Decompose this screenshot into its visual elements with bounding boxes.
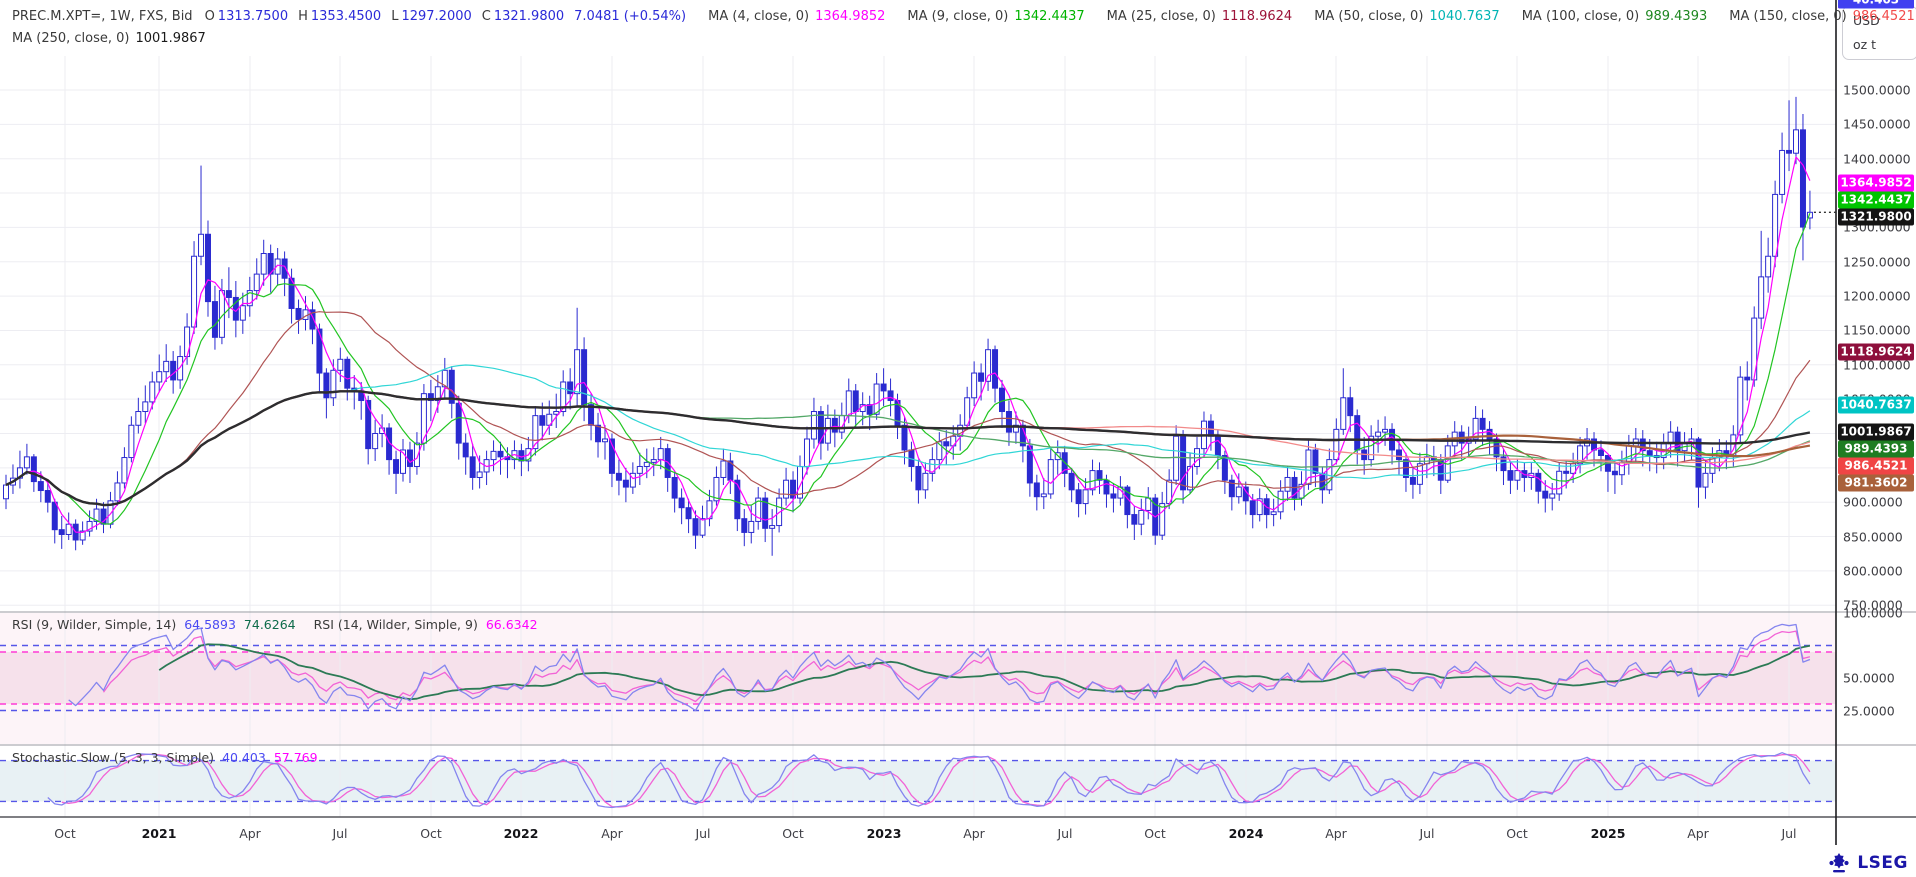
ma100-badge: 989.4393 bbox=[1838, 440, 1914, 458]
rsi-axis-tick[interactable]: 100.0000 bbox=[1843, 605, 1903, 621]
rsi-axis-tick[interactable]: 25.0000 bbox=[1843, 703, 1895, 718]
high-value: 1353.4500 bbox=[310, 9, 382, 24]
unit-label: oz t bbox=[1853, 37, 1877, 52]
ma25-badge: 1118.9624 bbox=[1838, 343, 1914, 361]
stoch-k-badge: 40.403 bbox=[1838, 0, 1914, 9]
ma9-value: 1342.4437 bbox=[1014, 9, 1085, 24]
time-tick-label[interactable]: Oct bbox=[1144, 826, 1166, 841]
axis-unit-box: USD oz t bbox=[1842, 6, 1916, 60]
ma4-badge: 1364.9852 bbox=[1838, 174, 1914, 192]
price-axis-tick[interactable]: 900.0000 bbox=[1843, 494, 1903, 510]
time-tick-label[interactable]: 2023 bbox=[866, 826, 902, 841]
ma150-badge: 986.4521 bbox=[1838, 457, 1914, 475]
price-axis-tick[interactable]: 750.0000 bbox=[1843, 597, 1903, 613]
rsi9-signal-value: 74.6264 bbox=[243, 617, 296, 632]
ma50-value: 1040.7637 bbox=[1429, 9, 1500, 24]
lseg-crest-icon bbox=[1829, 853, 1849, 873]
stoch-d-value: 57.769 bbox=[273, 750, 318, 765]
time-tick-label[interactable]: 2025 bbox=[1590, 826, 1626, 841]
time-tick-label[interactable]: Apr bbox=[1325, 826, 1347, 841]
ma9-badge: 1342.4437 bbox=[1838, 191, 1914, 209]
text-segment: MA (100, close, 0) bbox=[1521, 9, 1640, 24]
rsi9-label: RSI (9, Wilder, Simple, 14) bbox=[12, 617, 177, 632]
text-segment: L bbox=[391, 9, 399, 24]
text-segment: H bbox=[298, 9, 308, 24]
ma4-value: 1364.9852 bbox=[815, 9, 886, 24]
price-axis-tick[interactable]: 800.0000 bbox=[1843, 563, 1903, 579]
open-value: 1313.7500 bbox=[217, 9, 289, 24]
stoch-label: Stochastic Slow (5, 3, 3, Simple) bbox=[12, 750, 215, 765]
time-tick-label[interactable]: Jul bbox=[1781, 826, 1797, 841]
time-tick-label[interactable]: Jul bbox=[1057, 826, 1073, 841]
time-tick-label[interactable]: Jul bbox=[332, 826, 348, 841]
time-tick-label[interactable]: Oct bbox=[782, 826, 804, 841]
ma250-badge: 1001.9867 bbox=[1838, 423, 1914, 441]
text-segment: O bbox=[204, 9, 215, 24]
ma250-value: 1001.9867 bbox=[135, 31, 206, 46]
time-tick-label[interactable]: Jul bbox=[695, 826, 711, 841]
time-tick-label[interactable]: 2024 bbox=[1228, 826, 1264, 841]
time-tick-label[interactable]: Oct bbox=[1506, 826, 1528, 841]
time-tick-label[interactable]: Apr bbox=[1687, 826, 1709, 841]
rsi-header: RSI (9, Wilder, Simple, 14) 64.5893 74.626… bbox=[12, 617, 538, 632]
currency-label: USD bbox=[1853, 13, 1880, 28]
close-value: 1321.9800 bbox=[493, 9, 565, 24]
text-segment: C bbox=[481, 9, 491, 24]
price-axis-tick[interactable]: 1400.0000 bbox=[1843, 151, 1911, 167]
text-segment: MA (4, close, 0) bbox=[708, 9, 810, 24]
price-axis-tick[interactable]: 1150.0000 bbox=[1843, 322, 1911, 338]
ma150-value: 986.4521 bbox=[1852, 9, 1915, 24]
rsi14-value: 66.6342 bbox=[485, 617, 538, 632]
price-axis-tick[interactable]: 850.0000 bbox=[1843, 529, 1903, 545]
rsi14-label: RSI (14, Wilder, Simple, 9) bbox=[313, 617, 478, 632]
price-axis-tick[interactable]: 1100.0000 bbox=[1843, 357, 1911, 373]
time-tick-label[interactable]: Apr bbox=[239, 826, 261, 841]
rsi-axis-tick[interactable]: 50.0000 bbox=[1843, 670, 1895, 686]
time-tick-label[interactable]: 2022 bbox=[503, 826, 539, 841]
text-segment: MA (250, close, 0) bbox=[12, 31, 130, 46]
ma25-value: 1118.9624 bbox=[1221, 9, 1293, 24]
text-segment: MA (9, close, 0) bbox=[907, 9, 1009, 24]
time-tick-label[interactable]: Jul bbox=[1419, 826, 1435, 841]
ma200-badge: 981.3602 bbox=[1838, 474, 1914, 492]
time-tick-label[interactable]: Apr bbox=[601, 826, 623, 841]
rsi9-value: 64.5893 bbox=[184, 617, 236, 632]
time-tick-label[interactable]: Apr bbox=[963, 826, 985, 841]
quote-header-line1: PREC.M.XPT=, 1W, FXS, Bid O 1313.7500 H 1353… bbox=[12, 9, 1916, 24]
price-axis-tick[interactable]: 1250.0000 bbox=[1843, 254, 1911, 270]
ma50-badge: 1040.7637 bbox=[1838, 396, 1914, 414]
stoch-header: Stochastic Slow (5, 3, 3, Simple) 40.403 5… bbox=[12, 750, 318, 765]
lseg-logo: LSEG bbox=[1827, 851, 1908, 875]
price-axis-tick[interactable]: 1500.0000 bbox=[1843, 82, 1911, 98]
time-tick-label[interactable]: Oct bbox=[420, 826, 442, 841]
instrument-label: PREC.M.XPT=, 1W, FXS, Bid bbox=[12, 9, 193, 24]
quote-header-line2: MA (250, close, 0) 1001.9867 bbox=[12, 31, 206, 46]
time-tick-label[interactable]: Oct bbox=[54, 826, 76, 841]
price-axis-tick[interactable]: 1450.0000 bbox=[1843, 116, 1911, 132]
low-value: 1297.2000 bbox=[401, 9, 472, 24]
text-segment: MA (25, close, 0) bbox=[1106, 9, 1216, 24]
ma100-value: 989.4393 bbox=[1645, 9, 1708, 24]
last-price-badge: 1321.9800 bbox=[1838, 208, 1914, 226]
change-value: 7.0481 (+0.54%) bbox=[574, 9, 687, 24]
lseg-logo-text: LSEG bbox=[1857, 853, 1908, 873]
price-axis-tick[interactable]: 1200.0000 bbox=[1843, 288, 1911, 304]
stoch-k-value: 40.403 bbox=[222, 750, 266, 765]
time-tick-label[interactable]: 2021 bbox=[141, 826, 177, 841]
text-segment: MA (150, close, 0) bbox=[1729, 9, 1847, 24]
text-segment: MA (50, close, 0) bbox=[1314, 9, 1424, 24]
